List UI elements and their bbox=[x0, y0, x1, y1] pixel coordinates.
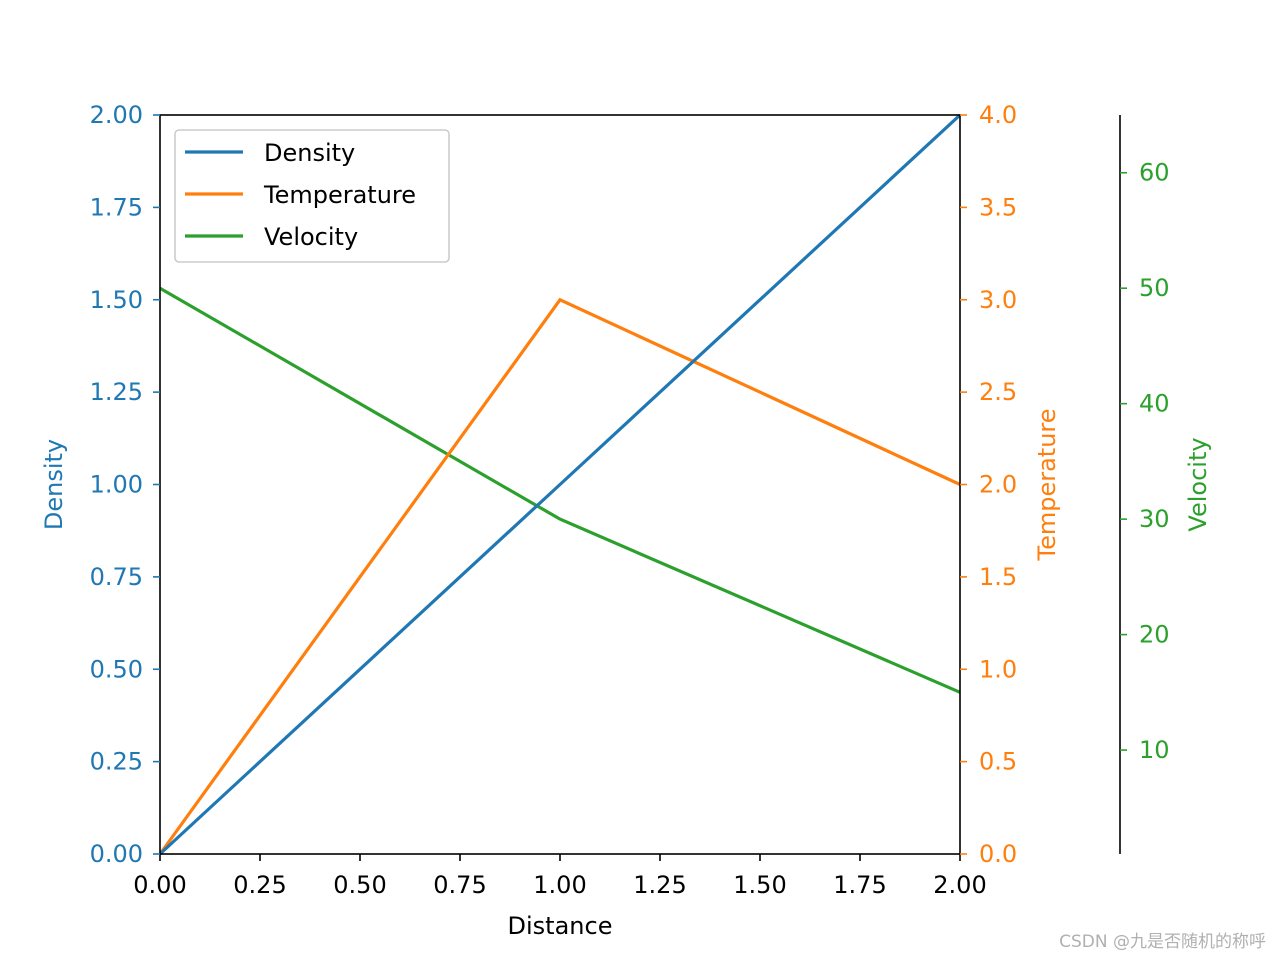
density-tick-label: 0.75 bbox=[90, 563, 143, 591]
density-tick-label: 0.25 bbox=[90, 748, 143, 776]
x-tick-label: 1.75 bbox=[833, 871, 886, 899]
velocity-tick-label: 50 bbox=[1139, 274, 1170, 302]
legend-label-temperature: Temperature bbox=[263, 181, 416, 209]
velocity-tick-label: 20 bbox=[1139, 621, 1170, 649]
velocity-axis-label: Velocity bbox=[1184, 437, 1212, 531]
velocity-tick-label: 60 bbox=[1139, 159, 1170, 187]
density-tick-label: 0.00 bbox=[90, 840, 143, 868]
legend-label-density: Density bbox=[264, 139, 355, 167]
density-line bbox=[158, 113, 962, 856]
temperature-tick-label: 3.5 bbox=[979, 193, 1017, 221]
temperature-tick-label: 0.0 bbox=[979, 840, 1017, 868]
velocity-axis: 10 20 30 40 50 60 Velocity bbox=[1119, 115, 1212, 854]
x-tick-label: 0.00 bbox=[133, 871, 186, 899]
velocity-tick-label: 30 bbox=[1139, 505, 1170, 533]
density-tick-label: 1.00 bbox=[90, 471, 143, 499]
x-axis-label: Distance bbox=[508, 912, 613, 940]
temperature-line bbox=[158, 297, 961, 855]
x-tick-label: 2.00 bbox=[933, 871, 986, 899]
temperature-axis: 0.0 0.5 1.0 1.5 2.0 2.5 3.0 3.5 4.0 Temperature bbox=[960, 101, 1061, 868]
velocity-tick-label: 40 bbox=[1139, 390, 1170, 418]
temperature-tick-label: 1.0 bbox=[979, 655, 1017, 683]
velocity-line bbox=[159, 286, 961, 694]
density-axis-label: Density bbox=[40, 439, 68, 530]
x-tick-label: 1.25 bbox=[633, 871, 686, 899]
temperature-tick-label: 3.0 bbox=[979, 286, 1017, 314]
legend-box bbox=[174, 129, 450, 263]
density-tick-label: 1.25 bbox=[90, 378, 143, 406]
temperature-tick-label: 0.5 bbox=[979, 748, 1017, 776]
temperature-axis-label: Temperature bbox=[1033, 408, 1061, 561]
density-tick-label: 2.00 bbox=[90, 101, 143, 129]
density-axis: 0.00 0.25 0.50 0.75 1.00 1.25 1.50 1.75 2.00 Dens… bbox=[40, 101, 160, 868]
x-axis: 0.00 0.25 0.50 0.75 1.00 1.25 1.50 1.75 2.00 bbox=[133, 854, 987, 899]
legend-label-velocity: Velocity bbox=[264, 223, 358, 251]
density-tick-label: 1.50 bbox=[90, 286, 143, 314]
x-tick-label: 0.75 bbox=[433, 871, 486, 899]
temperature-tick-label: 4.0 bbox=[979, 101, 1017, 129]
temperature-tick-label: 1.5 bbox=[979, 563, 1017, 591]
series-lines bbox=[158, 113, 962, 856]
x-tick-label: 1.50 bbox=[733, 871, 786, 899]
x-tick-label: 0.50 bbox=[333, 871, 386, 899]
velocity-tick-label: 10 bbox=[1139, 736, 1170, 764]
density-tick-label: 0.50 bbox=[90, 655, 143, 683]
legend: Density Temperature Velocity bbox=[174, 129, 450, 263]
watermark: CSDN @九是否随机的称呼 bbox=[1059, 932, 1266, 952]
density-tick-label: 1.75 bbox=[90, 193, 143, 221]
x-tick-label: 1.00 bbox=[533, 871, 586, 899]
temperature-tick-label: 2.5 bbox=[979, 378, 1017, 406]
x-tick-label: 0.25 bbox=[233, 871, 286, 899]
temperature-tick-label: 2.0 bbox=[979, 471, 1017, 499]
